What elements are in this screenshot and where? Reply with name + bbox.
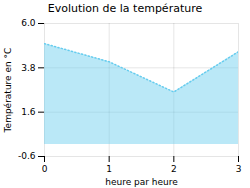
svg-text:1.6: 1.6	[21, 107, 36, 117]
svg-text:1: 1	[106, 164, 112, 174]
svg-text:2: 2	[171, 164, 177, 174]
svg-text:6.0: 6.0	[21, 18, 36, 28]
svg-text:3.8: 3.8	[21, 63, 36, 73]
svg-text:0: 0	[42, 164, 48, 174]
svg-text:heure par heure: heure par heure	[105, 177, 178, 187]
html-text:Evolution de la température: Evolution de la température	[47, 2, 203, 15]
svg-text:3: 3	[236, 164, 242, 174]
svg-text:Température en °C: Température en °C	[3, 48, 13, 134]
svg-text:-0.6: -0.6	[18, 151, 36, 161]
